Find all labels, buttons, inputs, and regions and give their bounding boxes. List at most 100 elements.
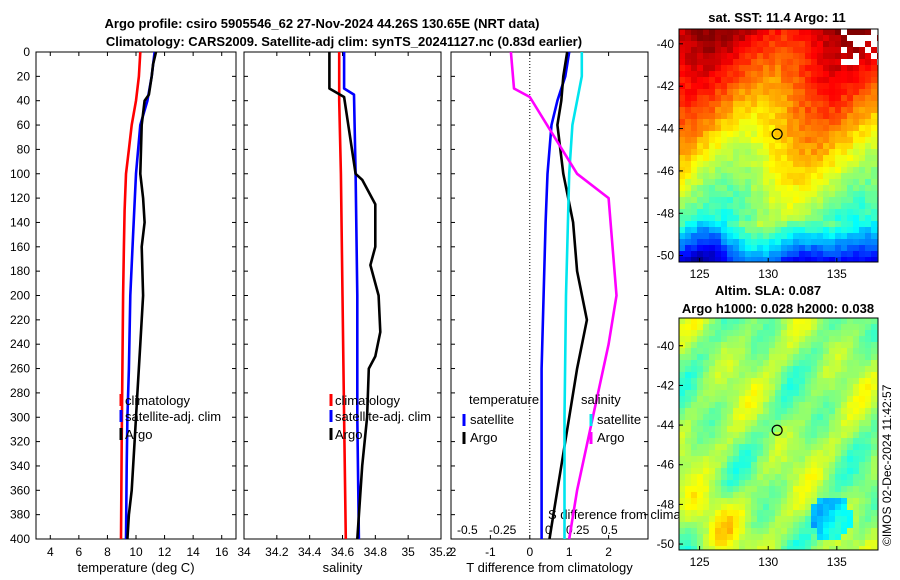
map-cell	[769, 348, 776, 355]
map-cell	[853, 438, 860, 445]
y-tick-label: 160	[10, 240, 30, 254]
map-cell	[835, 59, 842, 66]
map-cell	[841, 546, 848, 550]
map-cell	[805, 450, 812, 457]
map-cell	[757, 251, 764, 258]
map-cell	[715, 167, 722, 174]
map-cell	[709, 534, 716, 541]
sst-map-field	[679, 29, 878, 262]
map-cell	[715, 462, 722, 469]
map-cell	[841, 486, 848, 493]
map-cell	[697, 191, 704, 198]
map-cell	[697, 245, 704, 252]
map-cell	[847, 510, 854, 517]
map-cell	[811, 47, 818, 54]
map-cell	[703, 161, 710, 168]
map-cell	[865, 173, 872, 180]
map-cell	[817, 390, 824, 397]
map-cell	[679, 414, 686, 421]
map-cell	[679, 498, 686, 505]
map-cell	[709, 336, 716, 343]
map-cell	[841, 318, 848, 325]
map-cell	[769, 522, 776, 529]
map-cell	[859, 191, 866, 198]
map-cell	[709, 486, 716, 493]
s-tick-label: 0	[545, 523, 552, 537]
map-cell	[721, 89, 728, 96]
map-cell	[823, 402, 830, 409]
map-cell	[703, 77, 710, 84]
map-cell	[733, 191, 740, 198]
map-cell	[847, 396, 854, 403]
map-cell	[745, 318, 752, 325]
map-cell	[685, 173, 692, 180]
map-cell	[781, 137, 788, 144]
map-cell	[871, 125, 878, 132]
map-cell	[793, 65, 800, 72]
map-cell	[865, 354, 872, 361]
map-cell	[679, 480, 686, 487]
map-cell	[691, 119, 698, 126]
map-cell	[787, 318, 794, 325]
map-cell	[787, 233, 794, 240]
map-cell	[781, 143, 788, 150]
map-cell	[721, 366, 728, 373]
map-cell	[763, 486, 770, 493]
map-cell	[697, 318, 704, 325]
map-cell	[805, 348, 812, 355]
map-cell	[739, 83, 746, 90]
map-cell	[823, 504, 830, 511]
map-cell	[679, 330, 686, 337]
y-tick-label: 200	[10, 289, 30, 303]
map-cell	[745, 89, 752, 96]
map-cell	[751, 324, 758, 331]
map-cell	[739, 125, 746, 132]
map-cell	[835, 83, 842, 90]
map-cell	[811, 402, 818, 409]
map-cell	[745, 366, 752, 373]
map-cell	[769, 239, 776, 246]
map-cell	[715, 474, 722, 481]
map-cell	[817, 155, 824, 162]
map-cell	[769, 113, 776, 120]
map-cell	[763, 71, 770, 78]
map-cell	[739, 155, 746, 162]
map-cell	[733, 384, 740, 391]
map-cell	[709, 330, 716, 337]
map-cell	[751, 65, 758, 72]
map-cell	[871, 95, 878, 102]
map-cell	[811, 209, 818, 216]
map-cell	[703, 203, 710, 210]
map-cell	[769, 155, 776, 162]
map-cell	[829, 534, 836, 541]
map-cell	[859, 510, 866, 517]
map-cell	[703, 450, 710, 457]
map-cell	[733, 498, 740, 505]
map-cell	[691, 486, 698, 493]
map-cell	[793, 468, 800, 475]
map-cell	[787, 414, 794, 421]
map-cell	[787, 161, 794, 168]
map-cell	[769, 534, 776, 541]
map-cell	[799, 89, 806, 96]
map-cell	[727, 251, 734, 258]
map-cell	[751, 402, 758, 409]
map-cell	[745, 420, 752, 427]
map-cell	[691, 209, 698, 216]
map-cell	[781, 474, 788, 481]
map-cell	[865, 546, 872, 550]
map-cell	[751, 414, 758, 421]
map-cell	[715, 486, 722, 493]
map-cell	[859, 221, 866, 228]
map-cell	[847, 402, 854, 409]
map-cell	[817, 125, 824, 132]
map-cell	[703, 29, 710, 36]
map-cell	[703, 408, 710, 415]
map-cell	[853, 245, 860, 252]
map-cell	[811, 318, 818, 325]
map-cell	[865, 29, 872, 36]
map-cell	[811, 480, 818, 487]
x-tick-label: 12	[158, 545, 172, 559]
map-cell	[715, 191, 722, 198]
map-cell	[727, 77, 734, 84]
